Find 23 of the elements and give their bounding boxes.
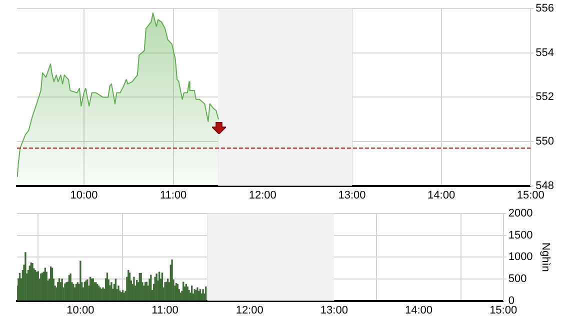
y-tick-label: 552 (536, 91, 554, 104)
y-tick-label: 500 (508, 273, 527, 286)
x-tick-label: 11:00 (152, 304, 178, 316)
y-tick-label: 548 (536, 180, 554, 192)
x-tick-label: 14:00 (428, 189, 456, 202)
x-tick-label: 12:00 (248, 189, 276, 202)
x-tick-label: 15:00 (516, 189, 544, 202)
y-tick-label: 2000 (508, 208, 533, 220)
x-tick-label: 15:00 (490, 304, 518, 316)
x-tick-label: 10:00 (70, 189, 98, 202)
x-tick-label: 13:00 (320, 304, 348, 316)
y-tick-label: 0 (508, 294, 514, 307)
x-tick-label: 13:00 (338, 189, 366, 202)
y-tick-label: 554 (536, 46, 554, 59)
x-tick-label: 11:00 (160, 189, 187, 202)
y-tick-label: 1000 (508, 251, 533, 264)
x-tick-label: 14:00 (404, 304, 433, 316)
y-axis-title: Nghìn (539, 242, 552, 272)
x-tick-label: 12:00 (236, 304, 264, 316)
y-tick-label: 556 (536, 2, 554, 15)
y-tick-label: 1500 (508, 229, 533, 242)
y-tick-label: 550 (536, 136, 554, 148)
x-tick-label: 10:00 (66, 304, 94, 316)
